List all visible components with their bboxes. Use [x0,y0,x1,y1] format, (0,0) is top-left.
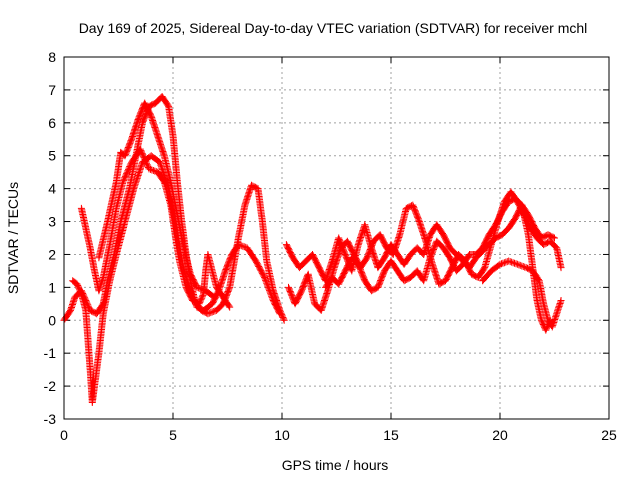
x-axis-label: GPS time / hours [282,457,389,473]
y-axis-label: SDTVAR / TECUs [5,182,21,294]
y-tick-label: -2 [44,378,57,394]
y-tick-label: 8 [48,49,56,65]
x-tick-label: 10 [274,427,290,443]
satellite-track-4 [95,99,218,301]
data-point [322,195,558,295]
data-point [95,99,218,301]
chart-title: Day 169 of 2025, Sidereal Day-to-day VTE… [79,20,588,36]
x-tick-label: 0 [60,427,68,443]
x-tick-label: 15 [383,427,399,443]
x-tick-label: 25 [601,427,617,443]
data-point [479,257,565,331]
plot-frame [63,56,610,420]
y-tick-label: 5 [48,148,56,164]
x-tick-label: 5 [169,427,177,443]
y-tick-label: 4 [48,181,56,197]
y-tick-label: 3 [48,214,56,230]
data-point [77,145,234,311]
y-tick-label: 1 [48,279,56,295]
data-points [60,93,565,406]
satellite-track-2 [69,152,284,406]
tick-labels: 0 5 10 15 20 25 -3 -2 -1 0 1 2 3 4 5 6 7 8 [44,49,617,443]
y-tick-label: 6 [48,115,56,131]
satellite-track-8 [479,257,565,331]
y-tick-label: -1 [44,345,57,361]
data-point [69,152,284,406]
x-tick-label: 20 [492,427,508,443]
y-tick-label: -3 [44,411,57,427]
satellite-track-7 [322,195,558,295]
y-tick-label: 0 [48,312,56,328]
satellite-track-3 [77,145,234,311]
y-tick-label: 7 [48,82,56,98]
y-tick-label: 2 [48,246,56,262]
